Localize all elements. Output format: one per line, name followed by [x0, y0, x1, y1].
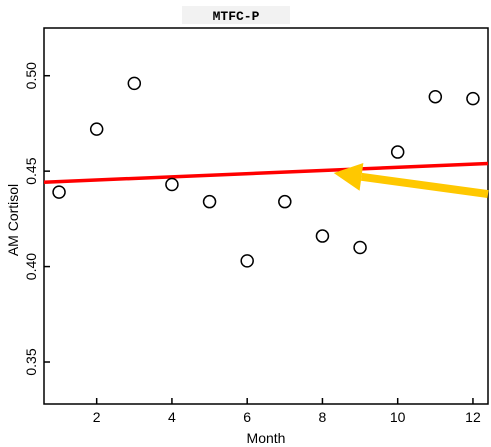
- data-point: [466, 91, 480, 106]
- x-tick-label: 12: [465, 409, 481, 425]
- data-point: [315, 229, 330, 243]
- y-tick-label: 0.40: [23, 253, 39, 280]
- x-tick-label: 8: [319, 409, 327, 425]
- plot-frame: [43, 27, 489, 405]
- y-axis-label: AM Cortisol: [5, 184, 21, 256]
- x-tick-label: 10: [390, 409, 406, 425]
- data-point: [428, 89, 443, 104]
- y-axis: 0.35 0.40 0.45 0.50: [23, 62, 50, 376]
- data-point: [240, 254, 254, 268]
- chart-title: MTFC-P: [213, 9, 260, 24]
- x-tick-label: 2: [93, 409, 101, 425]
- x-tick-label: 6: [243, 409, 251, 425]
- trend-line: [43, 161, 489, 184]
- data-point: [89, 122, 104, 136]
- data-points: [52, 76, 480, 268]
- y-tick-label: 0.45: [23, 157, 39, 184]
- arrow-shaft: [360, 172, 489, 199]
- x-axis-label: Month: [247, 430, 286, 446]
- arrow-head: [333, 162, 364, 191]
- data-point: [278, 194, 292, 209]
- data-point: [127, 76, 142, 91]
- data-point: [353, 240, 367, 255]
- data-point: [165, 177, 179, 192]
- y-tick-label: 0.50: [23, 62, 39, 89]
- x-axis: 2 4 6 8 10 12: [93, 398, 481, 425]
- x-tick-label: 4: [168, 409, 176, 425]
- y-tick-label: 0.35: [23, 348, 39, 375]
- data-point: [390, 145, 405, 159]
- data-point: [52, 185, 66, 199]
- annotation-arrow: [333, 162, 489, 199]
- data-point: [202, 194, 217, 209]
- title-background: [182, 6, 290, 24]
